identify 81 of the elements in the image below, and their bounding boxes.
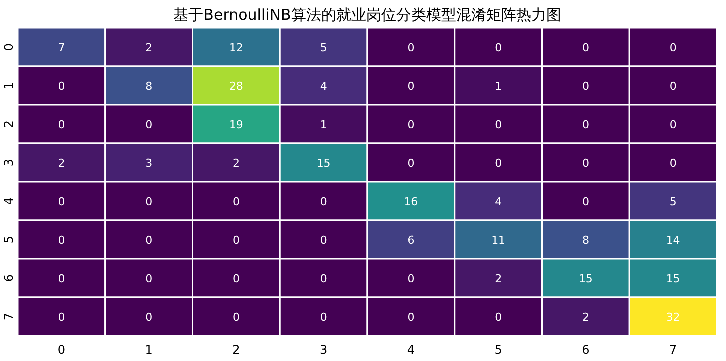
data-label: 15 [666, 272, 680, 286]
data-label: 0 [58, 310, 66, 324]
x-tick-label: 5 [494, 343, 502, 357]
data-label: 19 [229, 118, 244, 132]
data-label: 14 [666, 234, 680, 247]
y-tick-label: 4 [2, 197, 16, 206]
y-tick-label: 0 [2, 43, 16, 52]
data-label: 0 [320, 195, 328, 208]
data-label: 7 [58, 41, 66, 54]
x-tick-label: 4 [407, 343, 416, 357]
data-label: 0 [670, 118, 677, 132]
data-label: 0 [320, 310, 328, 324]
data-label: 0 [146, 310, 153, 324]
data-label: 5 [670, 195, 677, 208]
data-label: 4 [495, 195, 502, 208]
data-label: 0 [408, 41, 415, 54]
data-label: 8 [582, 234, 590, 247]
data-label: 16 [404, 195, 418, 208]
data-label: 0 [408, 310, 415, 324]
data-label: 2 [58, 156, 66, 170]
data-label: 0 [58, 234, 66, 247]
data-label: 0 [408, 118, 415, 132]
data-label: 2 [146, 41, 153, 54]
data-label: 0 [582, 156, 590, 170]
x-tick-label: 3 [320, 343, 328, 357]
data-label: 28 [229, 80, 244, 93]
data-label: 11 [492, 234, 506, 247]
chart-title: 基于BernoulliNB算法的就业岗位分类模型混淆矩阵热力图 [174, 6, 562, 24]
data-label: 0 [495, 118, 502, 132]
data-label: 32 [666, 310, 680, 324]
data-label: 0 [146, 272, 153, 286]
data-label: 0 [408, 156, 415, 170]
data-label: 2 [232, 156, 240, 170]
data-label: 0 [670, 41, 677, 54]
data-label: 0 [58, 272, 66, 286]
y-tick-label: 6 [2, 274, 16, 282]
y-tick-label: 2 [2, 120, 16, 128]
data-label: 0 [320, 234, 328, 247]
data-label: 0 [58, 118, 66, 132]
data-label: 0 [670, 80, 677, 93]
data-label: 0 [495, 41, 502, 54]
data-label: 0 [232, 234, 240, 247]
data-label: 5 [320, 41, 328, 54]
data-label: 0 [582, 195, 590, 208]
data-label: 0 [146, 118, 153, 132]
x-tick-label: 0 [58, 343, 66, 357]
y-tick-label: 5 [2, 236, 16, 244]
data-label: 2 [495, 272, 502, 286]
y-tick-label: 1 [2, 82, 16, 90]
data-label: 0 [58, 195, 66, 208]
data-label: 1 [495, 80, 502, 93]
x-tick-label: 2 [232, 343, 240, 357]
data-label: 4 [320, 80, 328, 93]
data-label: 0 [408, 272, 415, 286]
x-tick-label: 1 [145, 343, 153, 357]
data-label: 0 [408, 80, 415, 93]
data-label: 15 [316, 156, 331, 170]
data-label: 0 [58, 80, 66, 93]
data-label: 0 [670, 156, 677, 170]
data-label: 12 [229, 41, 244, 54]
data-label: 3 [146, 156, 153, 170]
data-label: 0 [495, 156, 502, 170]
data-label: 8 [146, 80, 153, 93]
y-tick-label: 3 [2, 158, 16, 167]
data-label: 0 [582, 41, 590, 54]
data-label: 2 [582, 310, 590, 324]
data-label: 0 [495, 310, 502, 324]
data-label: 0 [582, 80, 590, 93]
data-label: 0 [232, 195, 240, 208]
x-tick-label: 6 [582, 343, 590, 357]
data-label: 0 [146, 234, 153, 247]
y-tick-label: 7 [2, 312, 16, 321]
data-label: 6 [408, 234, 415, 247]
data-label: 1 [320, 118, 328, 132]
data-label: 0 [320, 272, 328, 286]
x-tick-label: 7 [669, 343, 678, 357]
data-label: 0 [146, 195, 153, 208]
data-label: 0 [232, 310, 240, 324]
data-label: 0 [232, 272, 240, 286]
data-label: 15 [578, 272, 593, 286]
data-label: 0 [582, 118, 590, 132]
